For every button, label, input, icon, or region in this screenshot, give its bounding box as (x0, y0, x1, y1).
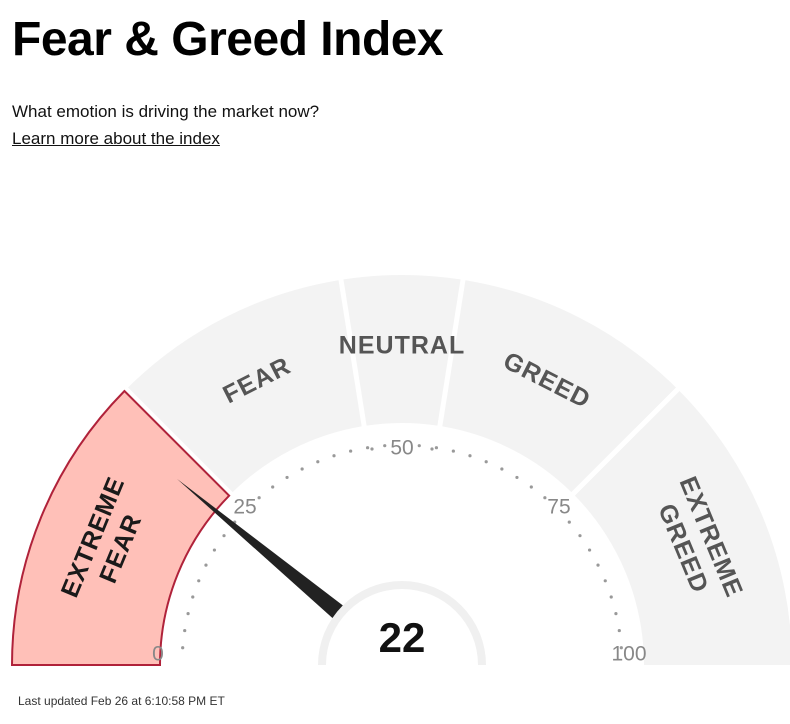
gauge-scale-dot (543, 496, 547, 500)
gauge-segment-extreme-greed (574, 391, 790, 665)
gauge-scale-dot (332, 454, 336, 458)
gauge-tick-label: 0 (152, 643, 164, 666)
gauge-scale-dot (609, 595, 613, 599)
page-title: Fear & Greed Index (12, 13, 444, 66)
learn-more-link[interactable]: Learn more about the index (12, 129, 220, 148)
gauge-scale-dot (430, 447, 434, 451)
gauge-tick-label: 75 (547, 496, 570, 519)
gauge-scale-dot (204, 563, 208, 567)
gauge-scale-dot (578, 534, 582, 538)
gauge-scale-dot (617, 628, 621, 633)
gauge-scale-dot (271, 485, 275, 489)
gauge-scale-dot (484, 460, 488, 464)
gauge-scale-dot (451, 449, 455, 453)
gauge-scale-dot (212, 548, 217, 552)
gauge-value: 22 (379, 614, 426, 661)
gauge-scale-dot (383, 444, 387, 448)
gauge-scale-dot (587, 548, 592, 552)
gauge-scale-dot (515, 475, 519, 480)
gauge-scale-dot (468, 454, 472, 458)
gauge-hub-base (312, 665, 492, 724)
gauge-scale-dot (417, 444, 421, 448)
gauge-scale-dot (614, 612, 618, 616)
gauge-tick-label: 100 (611, 643, 646, 666)
gauge-scale-dot (316, 460, 320, 464)
gauge-tick-label: 25 (233, 496, 256, 519)
gauge-segment-label-line: NEUTRAL (339, 332, 465, 360)
gauge-scale-dot (349, 449, 353, 453)
gauge-scale-dot (567, 520, 571, 524)
gauge-segment-greed (442, 280, 676, 493)
gauge-scale-dot (191, 595, 195, 599)
gauge-scale-dot (300, 467, 304, 471)
gauge-scale-dot (197, 579, 201, 583)
page-subtitle: What emotion is driving the market now? (12, 102, 320, 121)
gauge-tick-label: 50 (390, 437, 413, 460)
last-updated: Last updated Feb 26 at 6:10:58 PM ET (18, 694, 225, 708)
gauge-segment-label: NEUTRAL (339, 332, 465, 360)
gauge-scale-dot (596, 563, 600, 567)
gauge-needle (177, 478, 360, 633)
gauge-scale-dot (365, 446, 370, 450)
gauge-scale-dot (186, 612, 190, 616)
gauge-scale-dot (500, 467, 504, 471)
gauge-scale-dot (529, 485, 533, 489)
gauge-segment-neutral (343, 275, 461, 426)
gauge-scale-dot (370, 447, 374, 451)
gauge-scale-dot (434, 446, 439, 450)
gauge-scale-dot (285, 475, 289, 480)
gauge-scale-dot (183, 628, 187, 633)
gauge-scale-dot (257, 496, 261, 500)
gauge-segment-extreme-fear (10, 389, 231, 666)
gauge-scale-dot (222, 534, 226, 538)
gauge-scale-dot (181, 646, 185, 650)
gauge-segment-fear (128, 280, 362, 493)
gauge-scale-dot (603, 579, 607, 583)
gauge-scale-dot (619, 646, 623, 650)
